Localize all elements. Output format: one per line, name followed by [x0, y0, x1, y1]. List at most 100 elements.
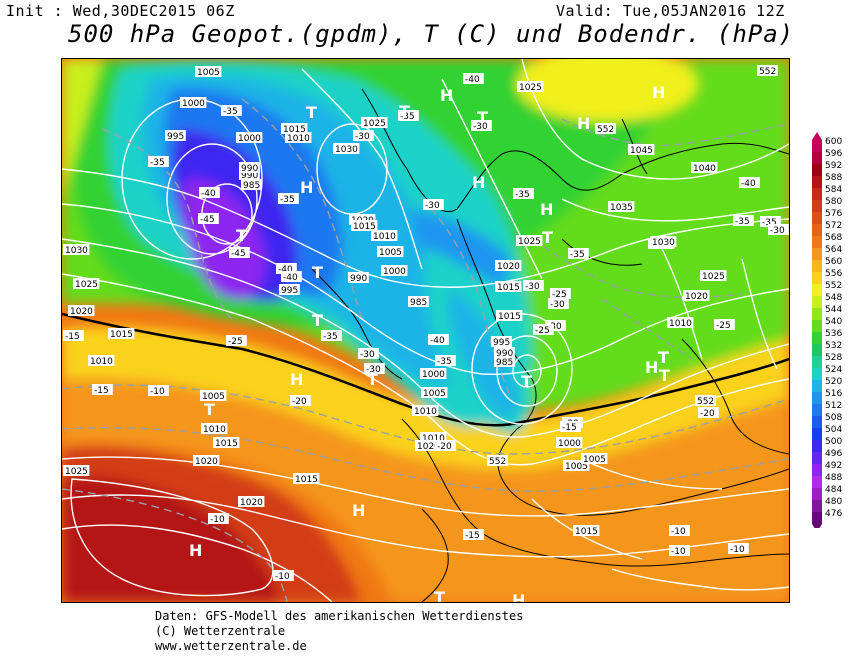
contour-552	[62, 312, 789, 427]
svg-text:-30: -30	[355, 132, 370, 142]
legend-label: 556	[825, 269, 842, 279]
temp-label: -10	[669, 545, 690, 557]
temp-label: -10	[208, 513, 229, 525]
temp-label: -30	[364, 363, 385, 375]
svg-text:-30: -30	[550, 300, 565, 310]
legend-swatch	[812, 464, 822, 476]
legend-label: 508	[825, 413, 842, 423]
temp-label: -35	[733, 215, 754, 227]
pressure-label: 1035	[608, 201, 635, 213]
pressure-label: 990	[239, 169, 260, 181]
svg-text:-10: -10	[671, 547, 686, 557]
svg-text:-10: -10	[150, 387, 165, 397]
svg-text:-35: -35	[400, 112, 415, 122]
svg-text:-30: -30	[547, 322, 562, 332]
temp-label: -40	[463, 73, 484, 85]
high-marker: H	[512, 591, 525, 602]
legend-swatch	[812, 224, 822, 236]
low-marker: T	[521, 372, 532, 391]
svg-text:1025: 1025	[702, 272, 725, 282]
pressure-label: 1015	[496, 310, 523, 322]
chart-title: 500 hPa Geopot.(gpdm), T (C) und Bodendr…	[68, 20, 795, 48]
svg-text:1005: 1005	[379, 248, 402, 258]
pressure-label: 1000	[236, 132, 263, 144]
svg-text:1005: 1005	[202, 392, 225, 402]
legend-top-arrow	[812, 132, 822, 140]
low-marker: T	[542, 228, 553, 247]
svg-text:1040: 1040	[693, 164, 716, 174]
legend-label: 552	[825, 281, 842, 291]
temp-label: -30	[471, 120, 492, 132]
legend-label: 520	[825, 377, 842, 387]
temp-label: -35	[278, 193, 299, 205]
height-labels: 552 552 552 552	[487, 65, 778, 467]
height-label: 552	[695, 395, 716, 407]
legend-label: 476	[825, 509, 842, 519]
svg-text:1000: 1000	[558, 439, 581, 449]
temp-label: -35	[568, 248, 589, 260]
pressure-label: 990	[239, 162, 260, 174]
temp-label: -45	[229, 247, 250, 259]
svg-text:1015: 1015	[497, 283, 520, 293]
svg-text:1030: 1030	[335, 145, 358, 155]
svg-text:1015: 1015	[498, 312, 521, 322]
legend-swatch	[812, 476, 822, 488]
svg-text:-40: -40	[741, 179, 756, 189]
svg-text:995: 995	[281, 286, 298, 296]
svg-text:1045: 1045	[630, 146, 653, 156]
svg-text:1010: 1010	[669, 319, 692, 329]
svg-text:-30: -30	[770, 226, 785, 236]
svg-text:-15: -15	[94, 386, 109, 396]
legend-swatch	[812, 188, 822, 200]
svg-text:1020: 1020	[417, 442, 440, 452]
svg-text:1010: 1010	[373, 232, 396, 242]
high-marker: H	[290, 370, 303, 389]
temp-label: -10	[148, 385, 169, 397]
legend-label: 576	[825, 209, 842, 219]
temp-label: -45	[198, 213, 219, 225]
low-marker: T	[312, 263, 323, 282]
temp-label: -15	[92, 384, 113, 396]
svg-text:1025: 1025	[65, 467, 88, 477]
legend-label: 532	[825, 341, 842, 351]
svg-text:1020: 1020	[70, 307, 93, 317]
low-marker: T	[477, 108, 488, 127]
temp-label: -20	[435, 440, 456, 452]
svg-text:985: 985	[410, 298, 427, 308]
high-marker: H	[577, 114, 590, 133]
legend-label: 524	[825, 365, 842, 375]
svg-text:1020: 1020	[497, 262, 520, 272]
svg-text:-35: -35	[515, 190, 530, 200]
map-canvas: 1005 1000 995 1000 1010 1015 1025 1030 1025 1040 1…	[62, 59, 789, 602]
low-marker: T	[659, 366, 670, 385]
temp-label: -25	[714, 319, 735, 331]
legend-label: 592	[825, 161, 842, 171]
pressure-label: 985	[494, 356, 515, 368]
legend-swatch	[812, 308, 822, 320]
temp-label: -10	[273, 570, 294, 582]
high-marker: H	[472, 173, 485, 192]
footer-url: www.wetterzentrale.de	[155, 639, 307, 653]
svg-text:-35: -35	[280, 195, 295, 205]
svg-text:1015: 1015	[283, 125, 306, 135]
pressure-label: 1000	[180, 97, 207, 109]
svg-text:-10: -10	[275, 572, 290, 582]
pressure-label: 1000	[556, 437, 583, 449]
svg-text:-25: -25	[228, 337, 243, 347]
low-marker: T	[312, 311, 323, 330]
pressure-label: 1010	[667, 317, 694, 329]
temp-label: -40	[428, 334, 449, 346]
svg-text:1000: 1000	[383, 267, 406, 277]
legend-label: 584	[825, 185, 842, 195]
pressure-label: 1015	[281, 123, 308, 135]
high-marker: H	[300, 178, 313, 197]
svg-text:1005: 1005	[565, 462, 588, 472]
svg-text:-35: -35	[735, 217, 750, 227]
valid-time: Valid: Tue,05JAN2016 12Z	[556, 2, 785, 20]
svg-text:-40: -40	[278, 265, 293, 275]
temp-label: -30	[358, 348, 379, 360]
temp-label: -30	[768, 224, 789, 236]
pressure-label: 1000	[381, 265, 408, 277]
pressure-label: 990	[348, 272, 369, 284]
svg-text:1015: 1015	[215, 439, 238, 449]
